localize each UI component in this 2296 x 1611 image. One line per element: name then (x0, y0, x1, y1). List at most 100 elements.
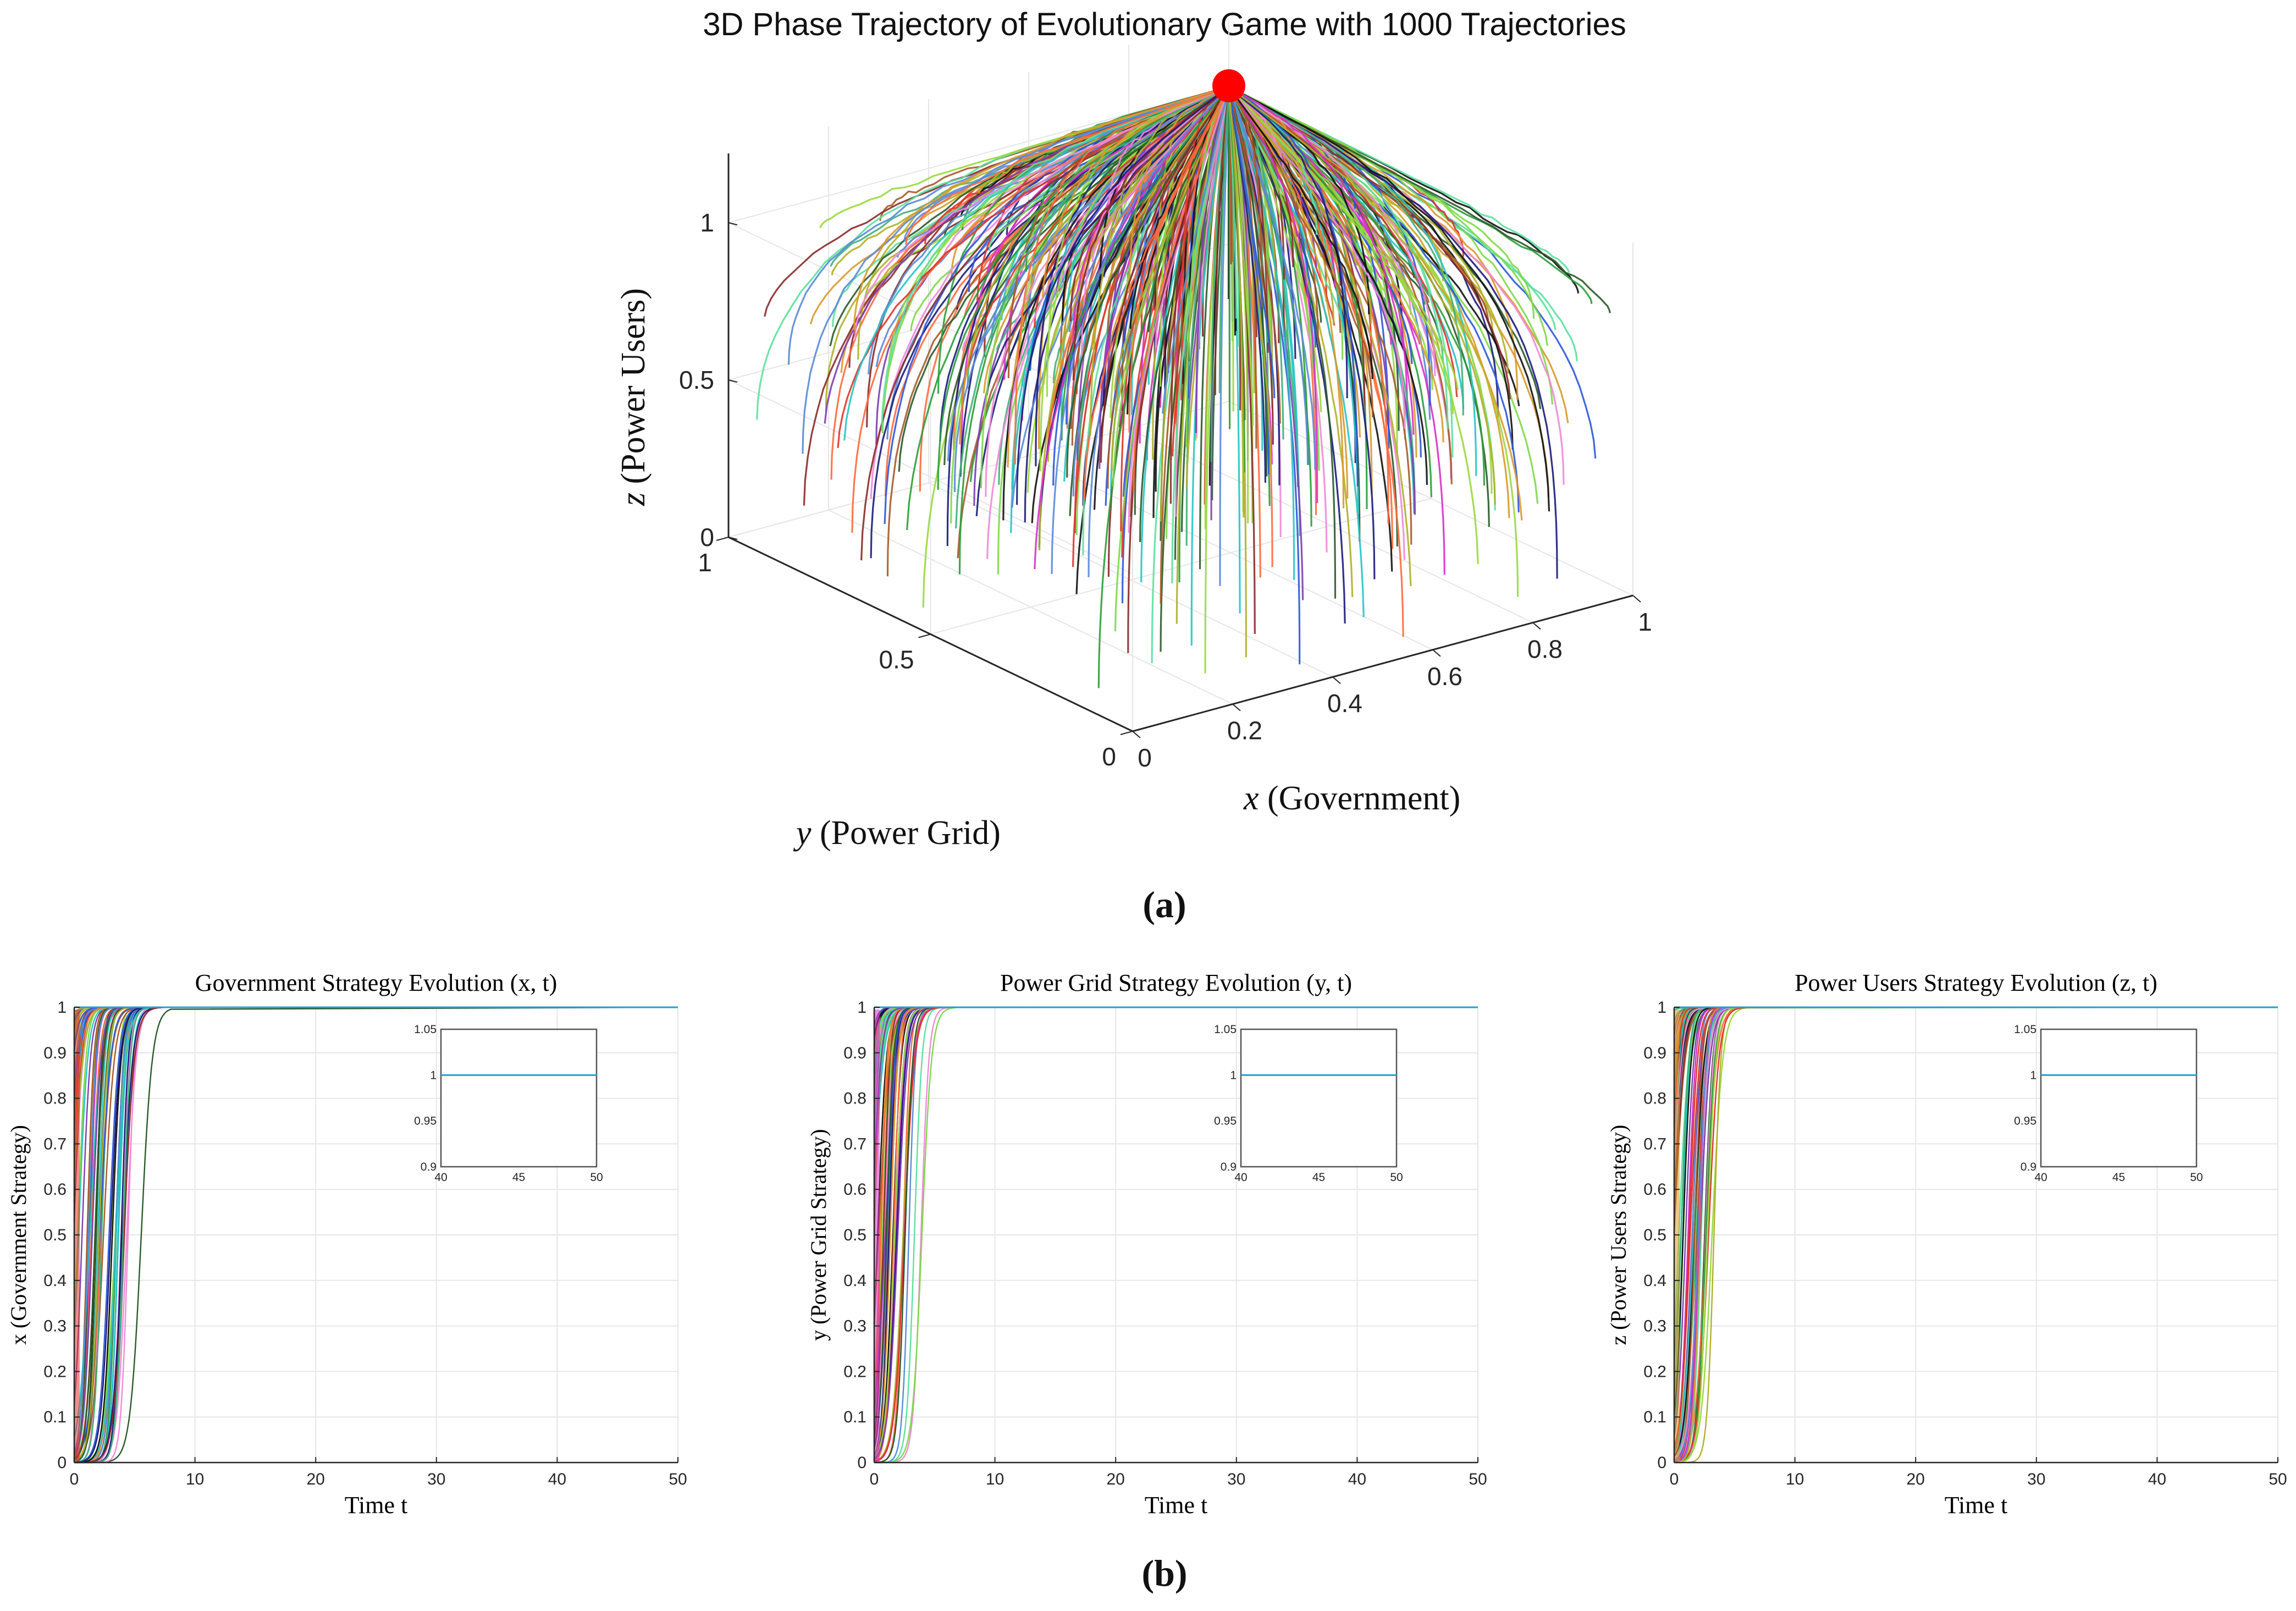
x-tick-label: 10 (1786, 1470, 1804, 1488)
trajectory-517 (1228, 86, 1245, 518)
y-tick-label: 0 (57, 1454, 67, 1472)
trajectory-304 (1228, 86, 1337, 599)
x-axis-label: Time t (345, 1492, 408, 1519)
inset-y-tick-label: 0.9 (421, 1161, 437, 1173)
x-tick-label: 20 (307, 1470, 325, 1488)
panel-a-zlabel: z (Power Users) (615, 288, 652, 506)
trajectory-516 (1162, 86, 1230, 414)
y-tick-label: 0.9 (43, 1044, 67, 1062)
x-tick-label: 30 (1227, 1470, 1245, 1488)
x-tick-label: 10 (986, 1470, 1004, 1488)
y-axis-label: x (Government Strategy) (6, 1125, 31, 1345)
y-tick-label: 0 (1657, 1454, 1666, 1472)
trajectory-282 (910, 86, 1229, 332)
trajectory-473 (1186, 86, 1230, 289)
x-axis-label: Time t (1145, 1492, 1208, 1519)
trajectory-399 (1228, 86, 1231, 429)
trajectory-483 (1228, 86, 1611, 313)
trajectory-484 (1008, 86, 1230, 434)
trajectory-508 (1041, 86, 1229, 297)
y-tick-label: 0.4 (43, 1272, 67, 1290)
time-series-line (1674, 1006, 2278, 1463)
y-tick-label: 0.1 (1643, 1408, 1666, 1426)
x-tick-mark (1532, 622, 1541, 630)
x-tick-label: 0.8 (1527, 635, 1563, 663)
x-tick-mark (1332, 676, 1341, 684)
inset-x-tick-label: 45 (1312, 1171, 1325, 1184)
time-series-line (73, 1006, 678, 1023)
trajectory-441 (1228, 86, 1436, 377)
y-tick-label: 0.5 (879, 645, 914, 674)
trajectory-414 (1228, 86, 1274, 445)
x-tick-label: 0.6 (1427, 662, 1462, 691)
grid-line-x-5 (1228, 18, 1633, 596)
trajectory-458 (1228, 86, 1548, 346)
trajectory-519 (1218, 86, 1230, 394)
panel-a-ylabel-text: (Power Grid) (812, 814, 1001, 852)
trajectory-480 (1228, 86, 1309, 465)
x-tick-label: 50 (1469, 1470, 1487, 1488)
y-tick-label: 0.8 (1643, 1090, 1666, 1108)
y-tick-label: 0.2 (1643, 1362, 1666, 1381)
inset-y-tick-label: 0.9 (1221, 1161, 1237, 1173)
inset-frame (1240, 1028, 1398, 1168)
trajectory-481 (1228, 86, 1558, 579)
trajectory-400 (1190, 86, 1230, 646)
y-tick-label: 0.2 (43, 1362, 67, 1381)
z-tick-mark (728, 379, 738, 383)
inset-y-tick-label: 0.95 (1214, 1115, 1237, 1128)
trajectory-416 (1228, 86, 1511, 400)
y-axis-label: z (Power Users Strategy) (1606, 1125, 1631, 1345)
trajectory-310 (1219, 86, 1230, 586)
axis-x-line (1132, 594, 1633, 732)
trajectory-500 (1228, 86, 1373, 379)
y-tick-label: 1 (857, 998, 866, 1017)
trajectory-506 (854, 86, 1229, 341)
plot-title: Power Grid Strategy Evolution (y, t) (1000, 969, 1352, 996)
time-series-line (873, 1006, 1478, 1027)
y-axis-label: y (Power Grid Strategy) (806, 1129, 831, 1340)
trajectory-482 (1214, 86, 1230, 395)
time-series-line (73, 1006, 678, 1028)
inset-y-tick-label: 1.05 (2014, 1023, 2036, 1036)
inset-x-tick-label: 45 (512, 1171, 525, 1184)
time-series-line (1673, 1006, 2278, 1029)
trajectory-507 (1228, 86, 1464, 416)
trajectory-409 (1035, 86, 1229, 467)
power-grid-strategy-plot: Power Grid Strategy Evolution (y, t)0 10 2… (806, 969, 1487, 1519)
x-tick-mark (1632, 595, 1641, 603)
power-users-strategy-plot: Power Users Strategy Evolution (z, t) 0 10… (1606, 969, 2287, 1519)
trajectory-363 (1228, 86, 1295, 580)
panel-b-time-evolution: Government Strategy Evolution (x, t)0 10 2… (6, 969, 2287, 1594)
trajectory-504 (955, 86, 1229, 529)
trajectory-434 (1228, 86, 1373, 373)
x-tick-label: 30 (2027, 1470, 2045, 1488)
x-tick-label: 20 (1907, 1470, 1925, 1488)
trajectory-436 (1228, 86, 1565, 485)
inset-y-tick-label: 1.05 (414, 1023, 437, 1036)
trajectory-230 (1228, 86, 1416, 514)
trajectory-431 (1228, 86, 1254, 426)
y-tick-label: 0.4 (843, 1272, 866, 1290)
x-tick-label: 20 (1107, 1470, 1125, 1488)
y-tick-label: 0.3 (843, 1317, 866, 1336)
y-tick-label: 0.2 (843, 1362, 866, 1381)
y-tick-label: 0.6 (1643, 1180, 1666, 1199)
x-tick-label: 40 (2148, 1470, 2166, 1488)
trajectory-364 (986, 86, 1230, 396)
trajectory-403 (1228, 86, 1523, 521)
z-tick-label: 1 (700, 208, 714, 237)
plot-title: Power Users Strategy Evolution (z, t) (1795, 969, 2157, 996)
y-tick-label: 0.7 (843, 1135, 866, 1153)
trajectory-275 (898, 86, 1229, 472)
trajectory-497 (1128, 86, 1230, 433)
y-tick-label: 0.9 (1643, 1044, 1666, 1062)
y-tick-mark (1120, 731, 1133, 735)
y-tick-mark (918, 633, 931, 638)
y-tick-label: 0.1 (43, 1408, 67, 1426)
y-tick-label: 0.8 (843, 1090, 866, 1108)
x-tick-mark (1432, 649, 1441, 657)
trajectory-479 (787, 86, 1229, 365)
